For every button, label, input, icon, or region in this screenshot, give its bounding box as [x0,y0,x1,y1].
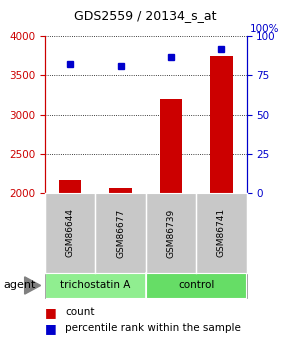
Text: ■: ■ [45,306,57,319]
Text: 100%: 100% [249,24,279,34]
Text: ■: ■ [45,322,57,335]
Bar [109,188,132,193]
Text: percentile rank within the sample: percentile rank within the sample [65,324,241,333]
Text: GSM86741: GSM86741 [217,208,226,257]
Text: GSM86739: GSM86739 [166,208,175,257]
Text: count: count [65,307,95,317]
Polygon shape [25,277,41,294]
Bar [59,180,81,193]
Bar [210,56,233,193]
Text: GSM86677: GSM86677 [116,208,125,257]
Text: GSM86644: GSM86644 [66,208,75,257]
Text: control: control [178,280,214,290]
Bar [160,99,182,193]
Text: GDS2559 / 20134_s_at: GDS2559 / 20134_s_at [74,9,216,22]
Text: trichostatin A: trichostatin A [60,280,130,290]
Text: agent: agent [3,280,35,290]
